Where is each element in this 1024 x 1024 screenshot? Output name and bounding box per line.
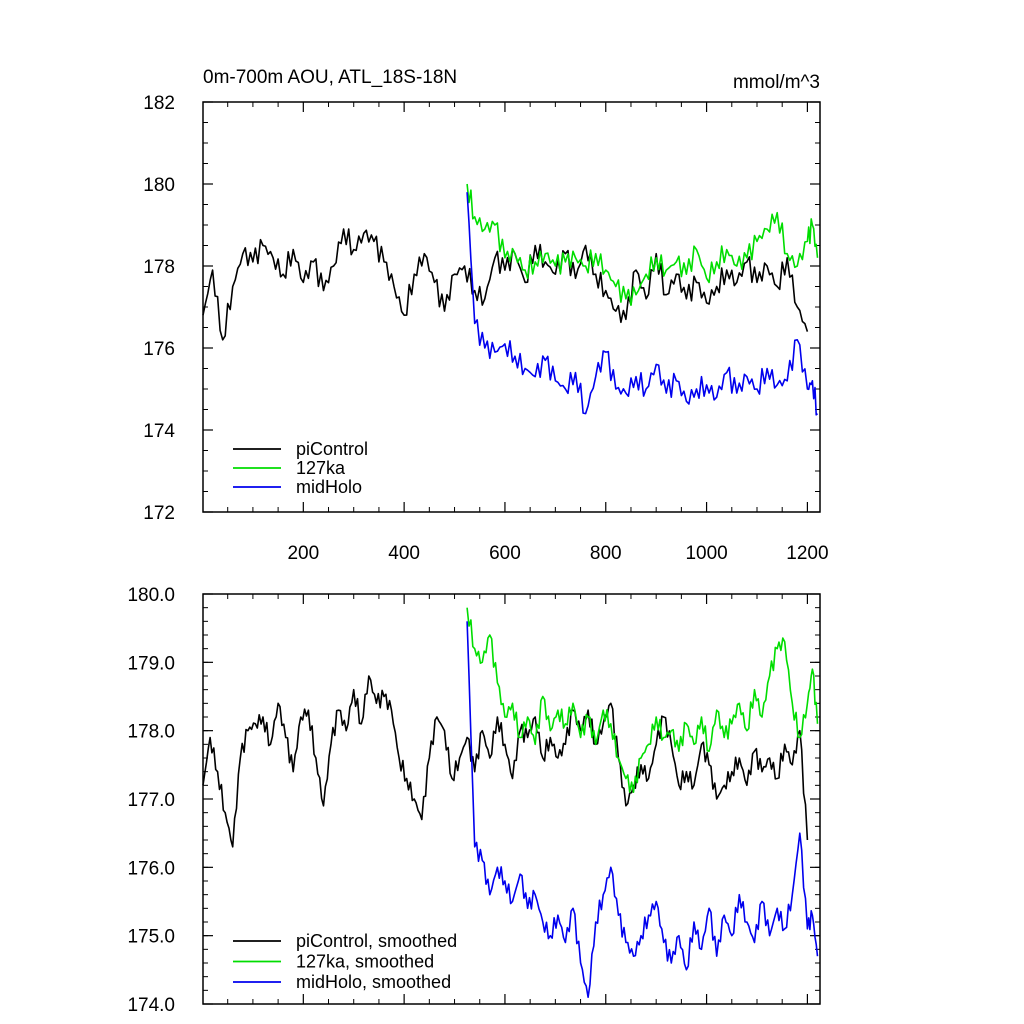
y-tick-label: 179.0: [127, 653, 175, 674]
top-series-layer: [202, 183, 819, 416]
y-tick-label: 178.0: [127, 722, 175, 743]
y-tick-label: 180: [143, 175, 175, 196]
series-line-1: [466, 183, 819, 306]
x-tick-label: 600: [489, 543, 521, 564]
y-tick-label: 177.0: [127, 790, 175, 811]
series-line-0: [202, 675, 809, 848]
legend-label-2: midHolo, smoothed: [296, 972, 451, 992]
y-tick-label: 180.0: [127, 585, 175, 606]
y-tick-label: 174: [143, 421, 175, 442]
x-tick-label: 800: [590, 543, 622, 564]
y-tick-label: 178: [143, 257, 175, 278]
y-tick-label: 176.0: [127, 858, 175, 879]
legend-label-0: piControl: [296, 439, 368, 459]
legend-label-2: midHolo: [296, 477, 362, 497]
top-y-ticks: 172 174 176 178 180 182: [143, 93, 820, 524]
bottom-panel: 174.0 175.0 176.0 177.0 178.0 179.0 180.0 piCo…: [127, 585, 821, 1016]
top-panel: 0m-700m AOU, ATL_18S-18N mmol/m^3 200 400…: [143, 67, 828, 564]
x-tick-label: 1000: [685, 543, 727, 564]
bottom-x-ticks: [227, 594, 808, 1004]
x-tick-label: 200: [287, 543, 319, 564]
y-tick-label: 172: [143, 503, 175, 524]
legend-label-1: 127ka: [296, 458, 346, 478]
bottom-series-layer: [202, 607, 819, 998]
legend-label-0: piControl, smoothed: [296, 931, 457, 951]
x-tick-label: 1200: [786, 543, 828, 564]
y-tick-label: 175.0: [127, 927, 175, 948]
series-line-2: [466, 621, 819, 998]
top-panel-title: 0m-700m AOU, ATL_18S-18N: [203, 67, 457, 88]
x-tick-label: 400: [388, 543, 420, 564]
y-tick-label: 182: [143, 93, 175, 114]
y-tick-label: 174.0: [127, 995, 175, 1016]
series-line-1: [466, 607, 819, 793]
y-tick-label: 176: [143, 339, 175, 360]
bottom-y-ticks: 174.0 175.0 176.0 177.0 178.0 179.0 180.0: [127, 585, 820, 1016]
top-panel-units: mmol/m^3: [733, 72, 820, 93]
top-x-ticks: 200 400 600 800 1000 1200: [227, 102, 829, 564]
series-line-2: [466, 192, 819, 416]
series-line-0: [202, 228, 809, 341]
legend-label-1: 127ka, smoothed: [296, 952, 434, 972]
